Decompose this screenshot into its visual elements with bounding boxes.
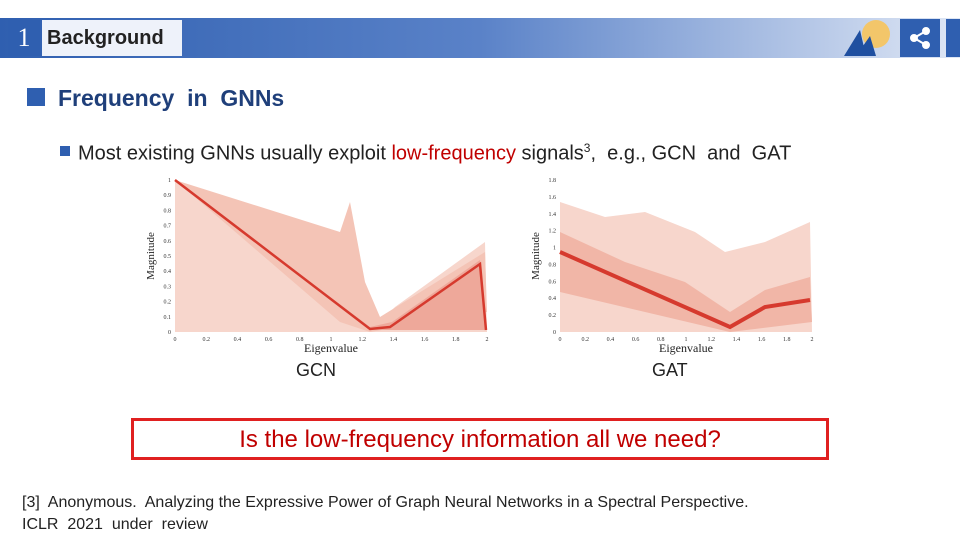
- x-axis-label: Eigenvalue: [659, 341, 713, 355]
- x-tick-label: 1.2: [707, 337, 715, 343]
- x-tick-label: 0.4: [607, 337, 615, 343]
- y-tick-label: 0.4: [164, 269, 172, 275]
- logo: [844, 20, 890, 56]
- x-tick-label: 1: [685, 337, 688, 343]
- y-tick-label: 0.1: [164, 315, 172, 321]
- caption: GCN: [296, 360, 336, 380]
- x-tick-label: 0.8: [296, 337, 304, 343]
- x-tick-label: 0: [174, 337, 177, 343]
- y-tick-label: 0: [553, 330, 556, 336]
- x-tick-label: 1.6: [758, 337, 766, 343]
- y-tick-label: 0.6: [549, 279, 557, 285]
- y-tick-label: 1: [553, 246, 556, 252]
- y-tick-label: 0.3: [164, 284, 172, 290]
- figure-gat: 0 0.2 0.4 0.6 0.8 1 1.2 1.4 1.6 1.8 2 0 0.2 0.4 0.6 0.8…: [530, 178, 814, 355]
- y-tick-label: 1.2: [549, 229, 557, 235]
- bullet-text: Most existing GNNs usually exploit low-f…: [78, 141, 791, 166]
- y-tick-label: 0.6: [164, 239, 172, 245]
- x-axis-label: Eigenvalue: [304, 341, 358, 355]
- x-tick-label: 0.6: [265, 337, 273, 343]
- highlight: low-frequency: [391, 142, 516, 165]
- y-tick-label: 1.8: [549, 178, 557, 184]
- x-tick-label: 1.8: [783, 337, 791, 343]
- y-tick-label: 1.6: [549, 195, 557, 201]
- header-title: Background: [42, 20, 182, 56]
- x-tick-label: 0.6: [632, 337, 640, 343]
- text: Most existing GNNs usually exploit: [78, 142, 392, 165]
- y-tick-label: 0: [168, 330, 171, 336]
- x-tick-label: 1.4: [390, 337, 398, 343]
- question-box: Is the low-frequency information all we …: [131, 418, 829, 460]
- superscript: 3: [583, 141, 591, 155]
- bullet-marker: [60, 146, 70, 156]
- x-tick-label: 0.2: [581, 337, 589, 343]
- y-tick-label: 0.9: [164, 193, 172, 199]
- x-tick-label: 0.8: [657, 337, 665, 343]
- y-tick-label: 0.2: [164, 300, 172, 306]
- figure-gcn: 0 0.2 0.4 0.6 0.8 1 1.2 1.4 1.6 1.8 2 0 0.1 0.2 0.3 0.4…: [145, 178, 489, 355]
- header-number: 1: [8, 20, 40, 56]
- y-tick-label: 0.2: [549, 313, 557, 319]
- share-button[interactable]: [900, 19, 940, 57]
- y-tick-label: 0.8: [164, 208, 172, 214]
- x-tick-label: 1.4: [733, 337, 741, 343]
- y-axis-label: Magnitude: [145, 232, 157, 280]
- y-tick-label: 0.8: [549, 262, 557, 268]
- y-tick-label: 1.4: [549, 212, 557, 218]
- y-axis-label: Magnitude: [530, 232, 542, 280]
- edge-box: [946, 19, 960, 57]
- y-tick-label: 1: [168, 178, 171, 184]
- x-tick-label: 0: [559, 337, 562, 343]
- x-tick-label: 2: [811, 337, 814, 343]
- y-tick-label: 0.4: [549, 296, 557, 302]
- section-title: Frequency in GNNs: [58, 85, 285, 111]
- x-tick-label: 1.2: [358, 337, 366, 343]
- x-tick-label: 2: [486, 337, 489, 343]
- x-tick-label: 0.2: [202, 337, 210, 343]
- x-tick-label: 1.6: [421, 337, 429, 343]
- reference-line: [3] Anonymous. Analyzing the Expressive …: [22, 494, 749, 511]
- y-tick-label: 0.7: [164, 224, 172, 230]
- text: , e.g., GCN and GAT: [590, 142, 792, 165]
- x-tick-label: 1.8: [452, 337, 460, 343]
- reference-line: ICLR 2021 under review: [22, 516, 208, 533]
- x-tick-label: 1: [330, 337, 333, 343]
- question: Is the low-frequency information all we …: [239, 426, 721, 453]
- y-tick-label: 0.5: [164, 254, 172, 260]
- caption: GAT: [652, 360, 688, 380]
- text: signals: [515, 142, 584, 165]
- section-marker: [27, 88, 45, 106]
- x-tick-label: 0.4: [234, 337, 242, 343]
